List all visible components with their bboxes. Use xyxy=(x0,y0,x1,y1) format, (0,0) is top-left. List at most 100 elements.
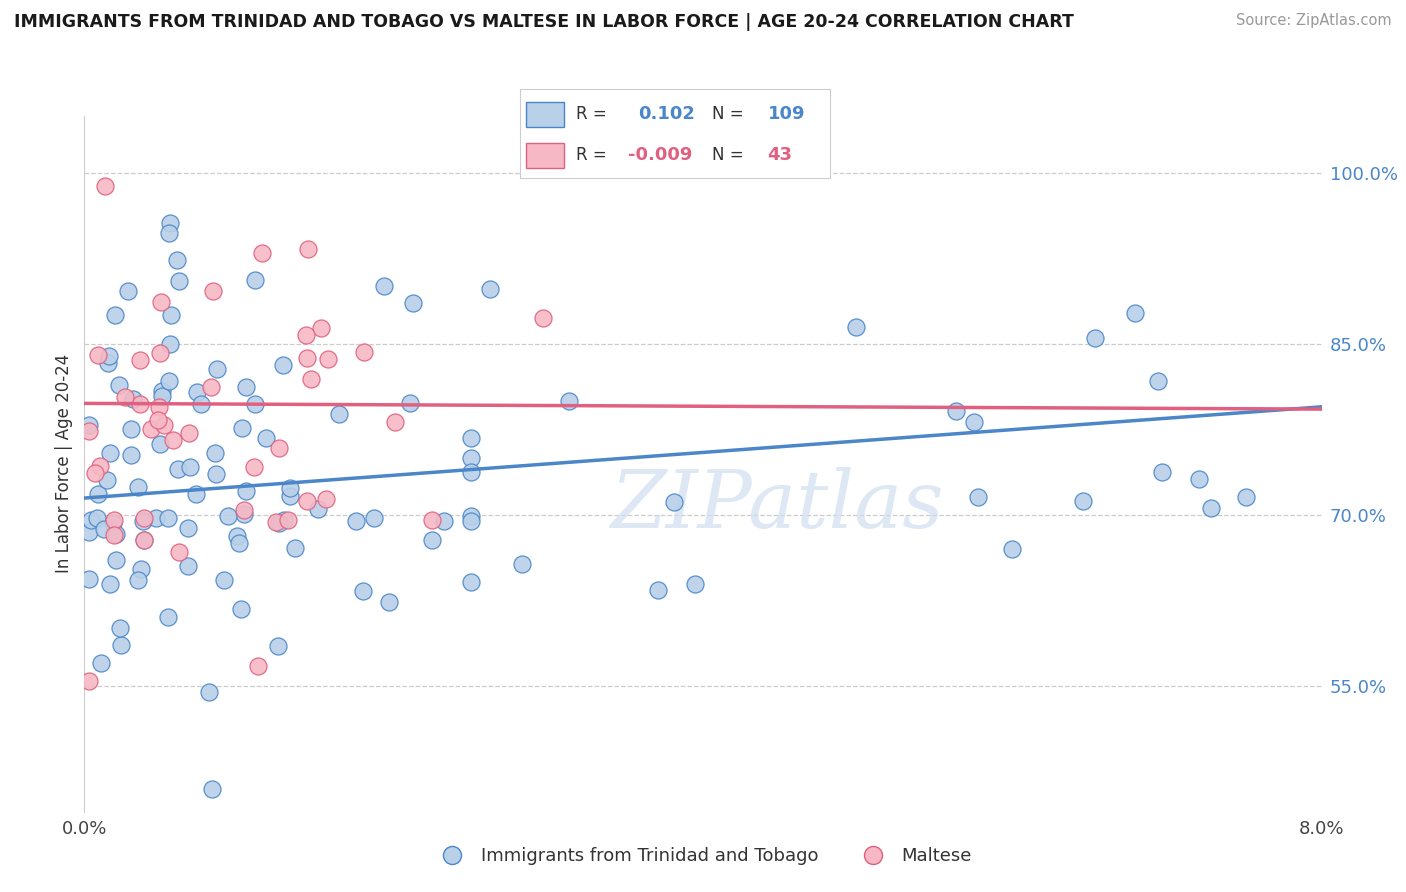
Point xyxy=(98,446,121,460)
Text: -0.009: -0.009 xyxy=(628,146,693,164)
Point xyxy=(309,320,332,334)
Point xyxy=(156,510,179,524)
Point xyxy=(197,685,219,699)
Point xyxy=(149,346,172,360)
Point xyxy=(127,573,149,587)
Point xyxy=(229,602,252,616)
Point xyxy=(460,465,482,479)
Point xyxy=(278,489,301,503)
Point xyxy=(93,178,115,193)
Text: 0.102: 0.102 xyxy=(638,105,695,123)
Point xyxy=(104,308,127,322)
Point xyxy=(273,512,295,526)
FancyBboxPatch shape xyxy=(526,102,564,127)
Point xyxy=(98,576,121,591)
Point xyxy=(77,673,100,688)
Point xyxy=(254,432,277,446)
Point xyxy=(77,572,100,586)
Point xyxy=(80,513,103,527)
Point xyxy=(460,509,482,524)
Point xyxy=(205,362,228,376)
Point xyxy=(1152,465,1174,479)
Point xyxy=(132,510,155,524)
Point xyxy=(167,462,190,476)
Point xyxy=(145,510,167,524)
Point xyxy=(93,522,115,536)
Point xyxy=(242,460,264,475)
Point xyxy=(134,533,156,548)
Point xyxy=(269,516,291,530)
Point xyxy=(200,379,222,393)
Point xyxy=(201,781,224,796)
Point xyxy=(157,226,180,240)
Point xyxy=(243,397,266,411)
Point xyxy=(177,558,200,573)
Point xyxy=(1234,491,1257,505)
Text: R =: R = xyxy=(576,146,606,164)
Point xyxy=(202,285,225,299)
Point xyxy=(460,431,482,445)
Point xyxy=(157,610,180,624)
Point xyxy=(105,527,128,541)
Point xyxy=(152,417,174,432)
Point xyxy=(103,528,125,542)
Point xyxy=(384,415,406,429)
Point xyxy=(378,595,401,609)
Point xyxy=(460,574,482,589)
Point xyxy=(84,466,107,480)
Point xyxy=(433,514,456,528)
Point xyxy=(167,274,190,288)
Point xyxy=(159,337,181,351)
Point xyxy=(231,420,253,434)
Point xyxy=(110,621,132,635)
Point xyxy=(204,446,226,460)
Point xyxy=(97,350,120,364)
Point xyxy=(77,425,100,439)
Point xyxy=(186,384,208,399)
Point xyxy=(127,480,149,494)
Point xyxy=(101,516,124,530)
Point xyxy=(246,659,269,673)
Point xyxy=(664,494,686,508)
Point xyxy=(235,380,257,394)
Point xyxy=(315,491,337,506)
Point xyxy=(558,393,581,408)
Point xyxy=(141,422,163,436)
Point xyxy=(96,473,118,487)
Point xyxy=(353,345,375,359)
Point xyxy=(271,358,294,372)
Point xyxy=(129,353,152,368)
Point xyxy=(420,533,443,548)
Point xyxy=(966,491,988,505)
Point xyxy=(1188,472,1211,486)
Point xyxy=(152,389,174,403)
Point xyxy=(132,533,155,548)
Point xyxy=(277,513,299,527)
Point xyxy=(399,396,422,410)
Point xyxy=(77,524,100,539)
Point xyxy=(945,404,967,418)
Point xyxy=(478,281,501,295)
Point xyxy=(352,583,374,598)
Point xyxy=(226,529,249,543)
Point xyxy=(122,392,145,406)
Point xyxy=(110,638,132,652)
Point xyxy=(1001,541,1024,556)
Point xyxy=(114,390,136,404)
Point xyxy=(295,351,318,365)
Point xyxy=(212,573,235,587)
Point xyxy=(460,514,482,528)
Point xyxy=(267,640,290,654)
Point xyxy=(159,217,181,231)
Point xyxy=(363,511,385,525)
Point xyxy=(295,327,318,342)
Point xyxy=(328,407,350,421)
Point xyxy=(132,514,155,528)
Legend: Immigrants from Trinidad and Tobago, Maltese: Immigrants from Trinidad and Tobago, Mal… xyxy=(427,840,979,872)
Point xyxy=(420,513,443,527)
Text: 43: 43 xyxy=(768,146,793,164)
Point xyxy=(232,507,254,521)
Point xyxy=(297,242,319,256)
Point xyxy=(148,400,170,414)
Point xyxy=(179,459,201,474)
